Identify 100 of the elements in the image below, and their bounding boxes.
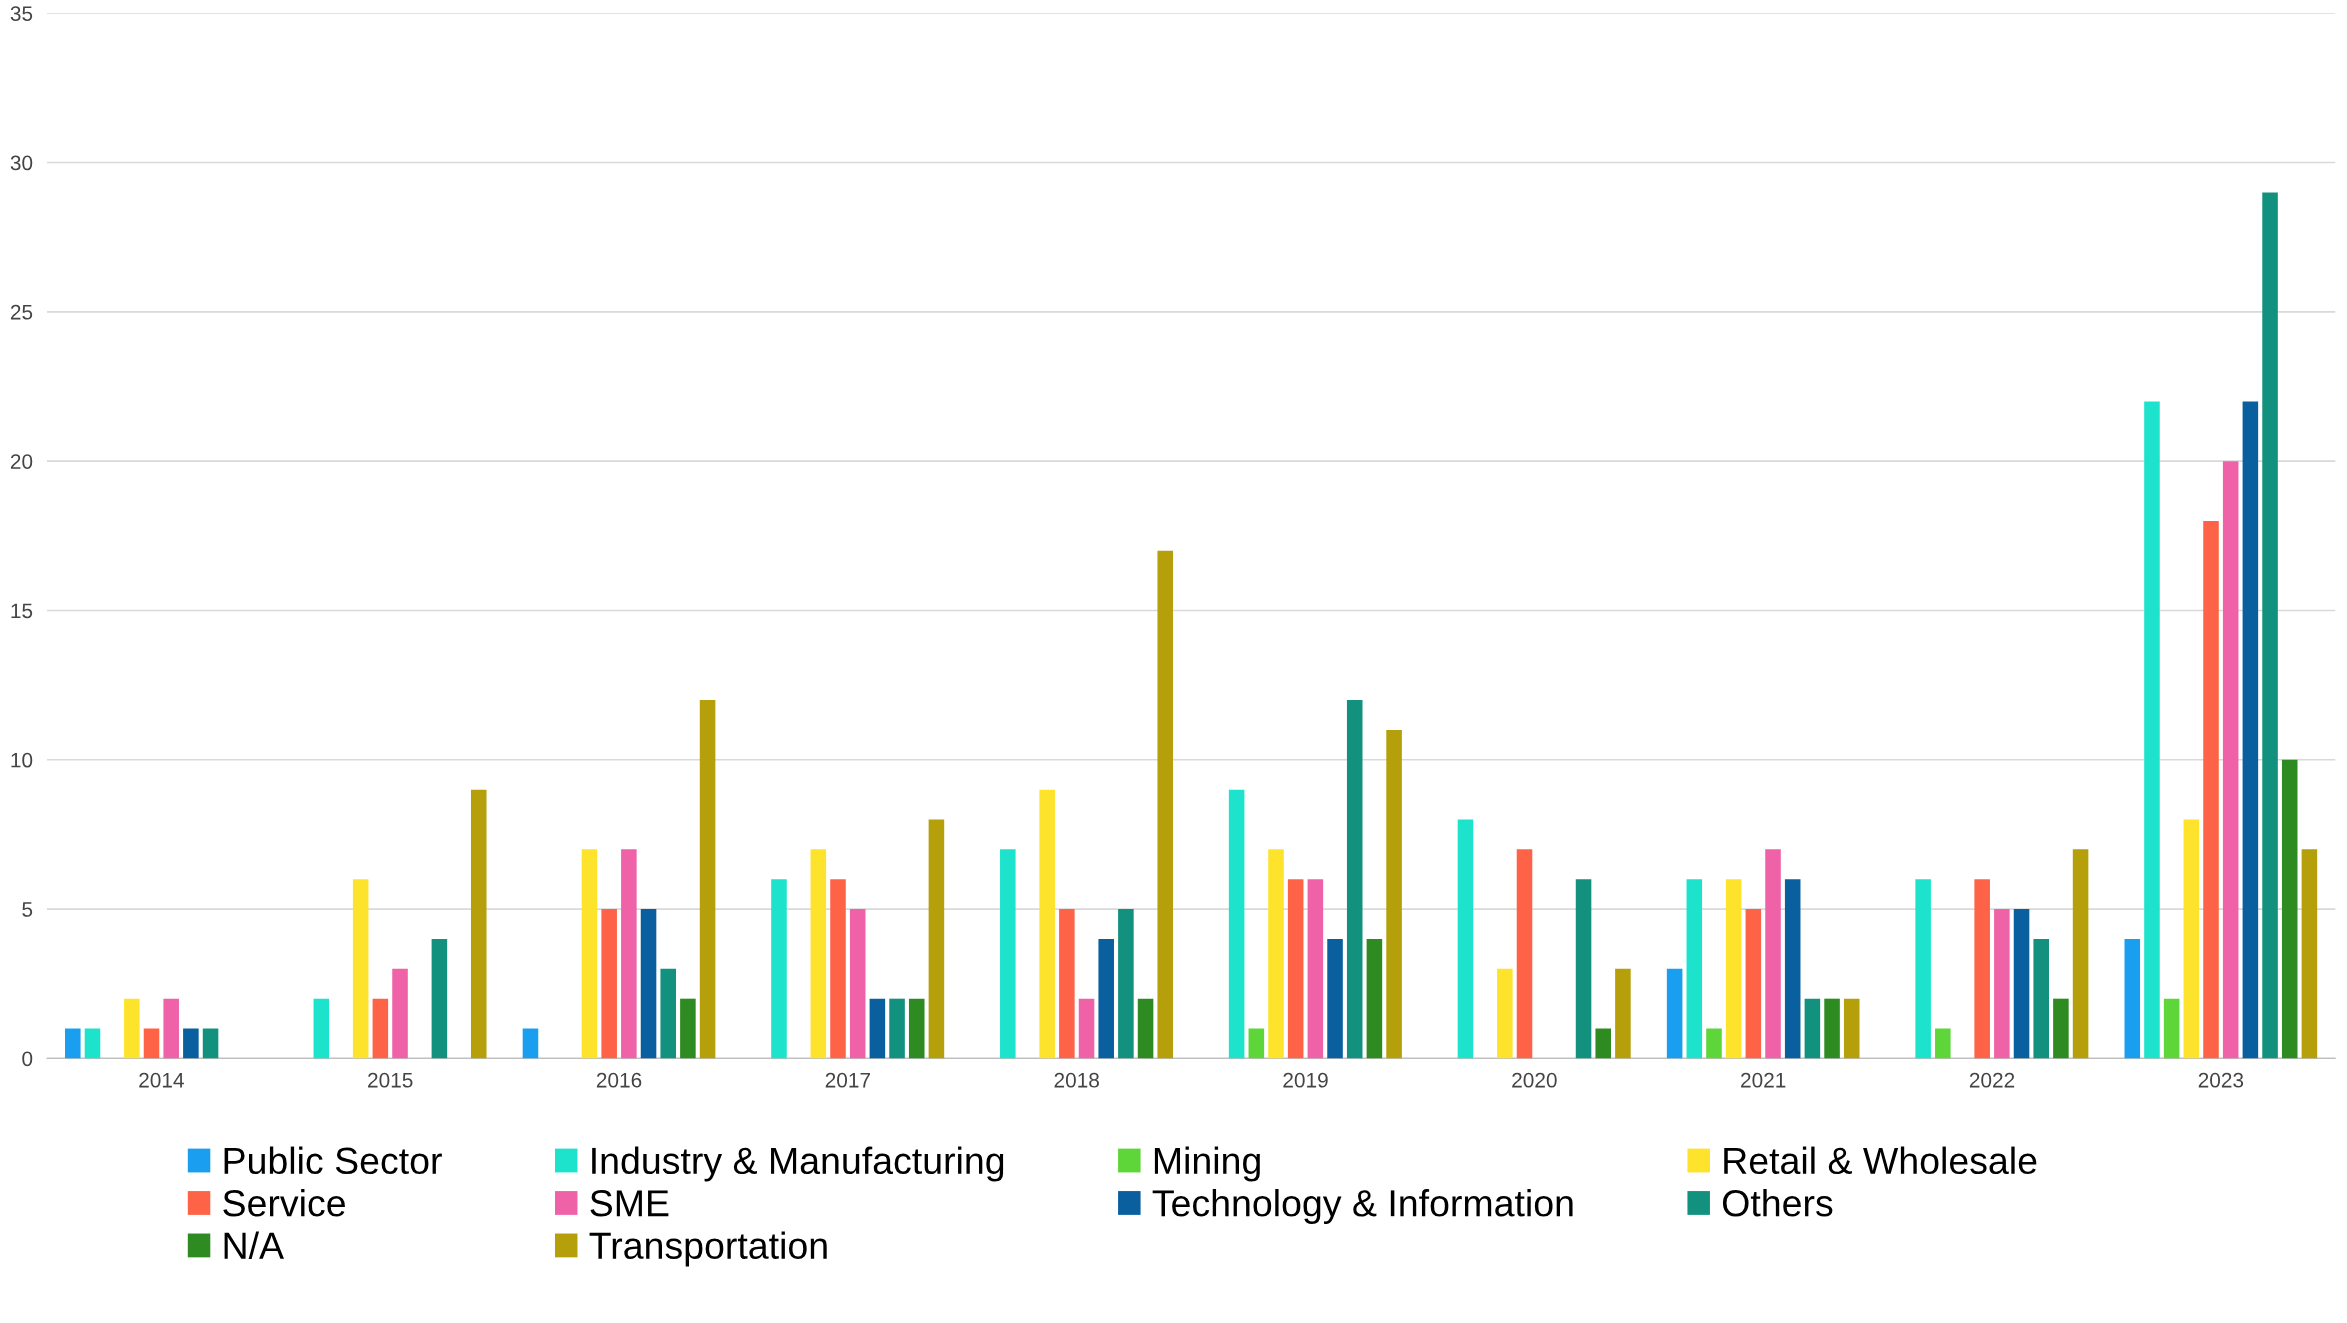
bar xyxy=(699,700,716,1059)
bar xyxy=(2033,938,2049,1059)
x-tick-label: 2022 xyxy=(1969,1072,2015,1088)
bar xyxy=(581,849,598,1059)
bar xyxy=(889,998,905,1059)
bar xyxy=(2242,401,2259,1059)
bar xyxy=(65,1028,81,1059)
bar xyxy=(143,1028,160,1059)
bar xyxy=(1974,879,1990,1059)
x-tick-label: 2017 xyxy=(825,1072,870,1088)
bar xyxy=(2013,909,2030,1059)
bar xyxy=(1686,879,1703,1059)
bar xyxy=(1268,849,1284,1059)
y-tick-label: 25 xyxy=(10,304,33,320)
bar xyxy=(124,998,140,1059)
bar xyxy=(1935,1028,1951,1059)
y-tick-label: 20 xyxy=(10,454,33,469)
bar xyxy=(1000,849,1016,1059)
bar xyxy=(1994,909,2010,1059)
bar xyxy=(1804,998,1821,1059)
bar xyxy=(1228,789,1245,1059)
bar xyxy=(1248,1028,1265,1059)
bar xyxy=(849,909,866,1059)
bar xyxy=(810,849,827,1059)
x-tick-label: 2018 xyxy=(1054,1072,1099,1088)
y-tick-label: 30 xyxy=(10,155,33,171)
y-tick-label: 5 xyxy=(22,902,33,917)
bar xyxy=(1137,998,1154,1059)
x-tick-label: 2015 xyxy=(368,1072,413,1088)
bar xyxy=(869,998,886,1059)
bar xyxy=(392,968,408,1059)
bar xyxy=(1078,998,1095,1059)
x-tick-label: 2014 xyxy=(139,1072,184,1088)
legend-label: Service xyxy=(223,1189,345,1217)
legend-label: Transportation xyxy=(589,1231,827,1267)
bar xyxy=(1516,849,1533,1059)
bar xyxy=(1327,938,1343,1059)
bar xyxy=(1843,998,1860,1059)
x-tick-label: 2021 xyxy=(1741,1072,1786,1088)
bar xyxy=(660,968,676,1059)
bar xyxy=(2072,849,2089,1059)
bar xyxy=(2163,998,2180,1059)
bar xyxy=(1039,789,1055,1059)
bar xyxy=(1706,1028,1722,1059)
bar xyxy=(1059,909,1075,1059)
bar xyxy=(2124,938,2141,1059)
y-tick-label: 15 xyxy=(11,603,33,619)
legend-label: Retail & Wholesale xyxy=(1724,1146,2037,1175)
bar xyxy=(352,879,369,1059)
bar xyxy=(1386,729,1402,1059)
bar xyxy=(84,1028,101,1059)
legend-label: Public Sector xyxy=(224,1146,442,1175)
legend-label: N/A xyxy=(224,1231,284,1260)
x-tick-label: 2019 xyxy=(1283,1072,1328,1088)
bar xyxy=(1118,909,1134,1059)
bar xyxy=(1615,968,1631,1059)
bar xyxy=(928,819,945,1059)
bar xyxy=(1595,1028,1612,1059)
bar xyxy=(183,1028,199,1059)
bar xyxy=(1497,968,1513,1059)
bar xyxy=(431,938,448,1059)
bar xyxy=(1346,700,1363,1059)
bar xyxy=(680,998,696,1059)
bar xyxy=(2183,819,2200,1059)
bar xyxy=(2281,759,2298,1059)
bar xyxy=(313,998,330,1059)
bar xyxy=(2301,849,2318,1059)
bar xyxy=(2222,461,2239,1059)
bar xyxy=(1457,819,1474,1059)
bar xyxy=(1725,879,1742,1059)
bar xyxy=(771,879,787,1059)
bar xyxy=(1098,938,1114,1059)
bar xyxy=(2144,401,2160,1059)
legend-label: Technology & Information xyxy=(1152,1189,1573,1224)
bar xyxy=(1157,550,1174,1059)
bar xyxy=(522,1028,539,1059)
x-tick-label: 2023 xyxy=(2198,1072,2244,1088)
bar xyxy=(2203,520,2219,1059)
legend-label: Mining xyxy=(1154,1146,1260,1182)
bar xyxy=(640,909,657,1059)
bar xyxy=(1745,909,1762,1059)
bar xyxy=(470,789,487,1059)
bar xyxy=(1915,879,1931,1059)
bar xyxy=(1366,938,1383,1059)
bar xyxy=(1824,998,1840,1059)
bar xyxy=(2262,192,2278,1059)
y-tick-label: 0 xyxy=(22,1051,33,1067)
bar xyxy=(372,998,389,1059)
bar xyxy=(1575,879,1592,1059)
bar xyxy=(2053,998,2069,1059)
bar xyxy=(621,849,637,1059)
bar xyxy=(1784,879,1801,1059)
bar xyxy=(908,998,925,1059)
legend-label: Others xyxy=(1722,1189,1833,1217)
x-tick-label: 2020 xyxy=(1512,1072,1557,1088)
x-tick-label: 2016 xyxy=(596,1072,642,1088)
y-tick-label: 10 xyxy=(11,752,33,768)
bar xyxy=(163,998,179,1059)
legend-label: Industry & Manufacturing xyxy=(592,1146,1004,1182)
bar xyxy=(1307,879,1324,1059)
